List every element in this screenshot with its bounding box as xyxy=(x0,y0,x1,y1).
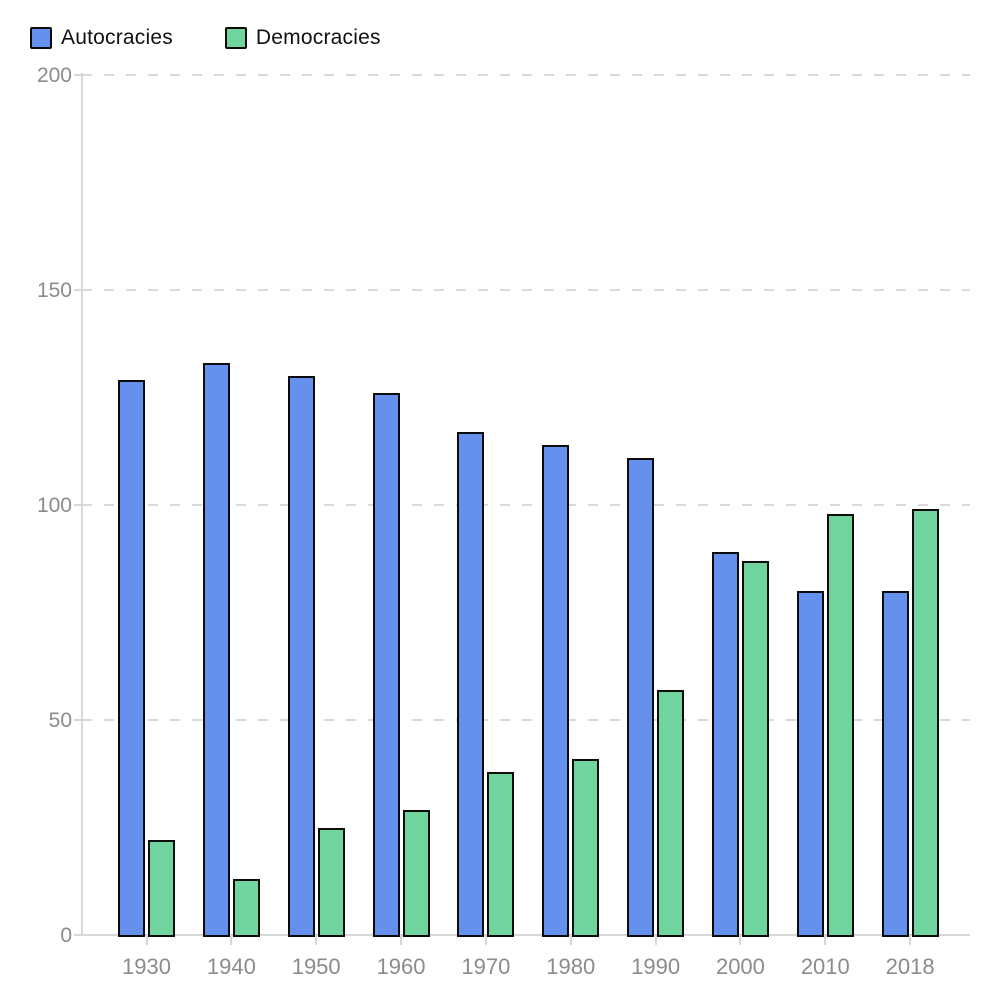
bar-autocracies-1990[interactable] xyxy=(627,457,655,937)
y-axis-line xyxy=(81,73,83,936)
x-axis-tick-1980 xyxy=(569,936,572,945)
x-axis-tick-1960 xyxy=(400,936,403,945)
x-tick-label-2018: 2018 xyxy=(885,954,935,979)
x-axis-tick-1940 xyxy=(230,936,233,945)
gridline-50 xyxy=(82,719,970,721)
x-axis-tick-2000 xyxy=(739,936,742,945)
bar-autocracies-1930[interactable] xyxy=(118,380,145,937)
x-axis-tick-1990 xyxy=(654,936,657,945)
y-axis-tick-150 xyxy=(74,289,82,291)
y-tick-label-150: 150 xyxy=(36,279,72,302)
y-tick-label-50: 50 xyxy=(48,709,72,732)
bar-democracies-2000[interactable] xyxy=(741,560,769,937)
y-axis-tick-100 xyxy=(74,504,82,506)
x-tick-label-2010: 2010 xyxy=(800,954,850,979)
x-axis-line xyxy=(74,934,970,936)
gridline-100 xyxy=(82,504,970,506)
bar-democracies-1930[interactable] xyxy=(148,840,175,937)
y-tick-label-100: 100 xyxy=(36,494,72,517)
legend-item-democracies[interactable]: Democracies xyxy=(224,26,381,50)
bar-autocracies-1950[interactable] xyxy=(287,376,315,937)
bar-democracies-1980[interactable] xyxy=(572,758,600,937)
bar-autocracies-2018[interactable] xyxy=(881,591,909,937)
y-tick-label-200: 200 xyxy=(36,64,72,87)
legend-label-autocracies: Autocracies xyxy=(61,26,173,49)
bar-autocracies-2000[interactable] xyxy=(711,552,739,937)
bar-democracies-1960[interactable] xyxy=(402,810,430,937)
legend: Autocracies Democracies xyxy=(30,26,381,50)
bar-autocracies-1960[interactable] xyxy=(372,393,400,937)
x-axis-tick-2018 xyxy=(909,936,912,945)
x-tick-label-1990: 1990 xyxy=(631,954,681,979)
gridline-150 xyxy=(82,289,970,291)
bar-democracies-2010[interactable] xyxy=(826,513,854,937)
x-tick-label-1940: 1940 xyxy=(206,954,256,979)
x-axis-tick-2010 xyxy=(824,936,827,945)
x-tick-label-1930: 1930 xyxy=(122,954,171,979)
legend-label-democracies: Democracies xyxy=(255,26,381,49)
bar-democracies-1940[interactable] xyxy=(232,879,260,937)
bar-autocracies-1980[interactable] xyxy=(542,444,570,937)
x-tick-label-1970: 1970 xyxy=(461,954,511,979)
bar-autocracies-1970[interactable] xyxy=(457,431,485,937)
y-axis-tick-50 xyxy=(74,719,82,721)
x-axis-tick-1950 xyxy=(315,936,318,945)
x-tick-label-1950: 1950 xyxy=(291,954,341,979)
x-tick-label-2000: 2000 xyxy=(715,954,765,979)
x-tick-label-1960: 1960 xyxy=(376,954,426,979)
bar-democracies-1950[interactable] xyxy=(317,827,345,937)
bar-democracies-1970[interactable] xyxy=(487,771,515,937)
bar-autocracies-2010[interactable] xyxy=(796,591,824,937)
x-axis-tick-1970 xyxy=(484,936,487,945)
x-axis-tick-1930 xyxy=(145,936,148,945)
gridline-200 xyxy=(82,74,970,76)
y-axis-tick-200 xyxy=(74,74,82,76)
x-tick-label-1980: 1980 xyxy=(546,954,596,979)
bar-democracies-1990[interactable] xyxy=(657,689,685,937)
autocracies-swatch-icon xyxy=(30,27,52,49)
legend-item-autocracies[interactable]: Autocracies xyxy=(30,26,173,50)
y-tick-label-0: 0 xyxy=(60,924,72,947)
democracies-swatch-icon xyxy=(224,27,247,49)
bar-autocracies-1940[interactable] xyxy=(202,363,230,937)
bar-democracies-2018[interactable] xyxy=(911,509,939,937)
